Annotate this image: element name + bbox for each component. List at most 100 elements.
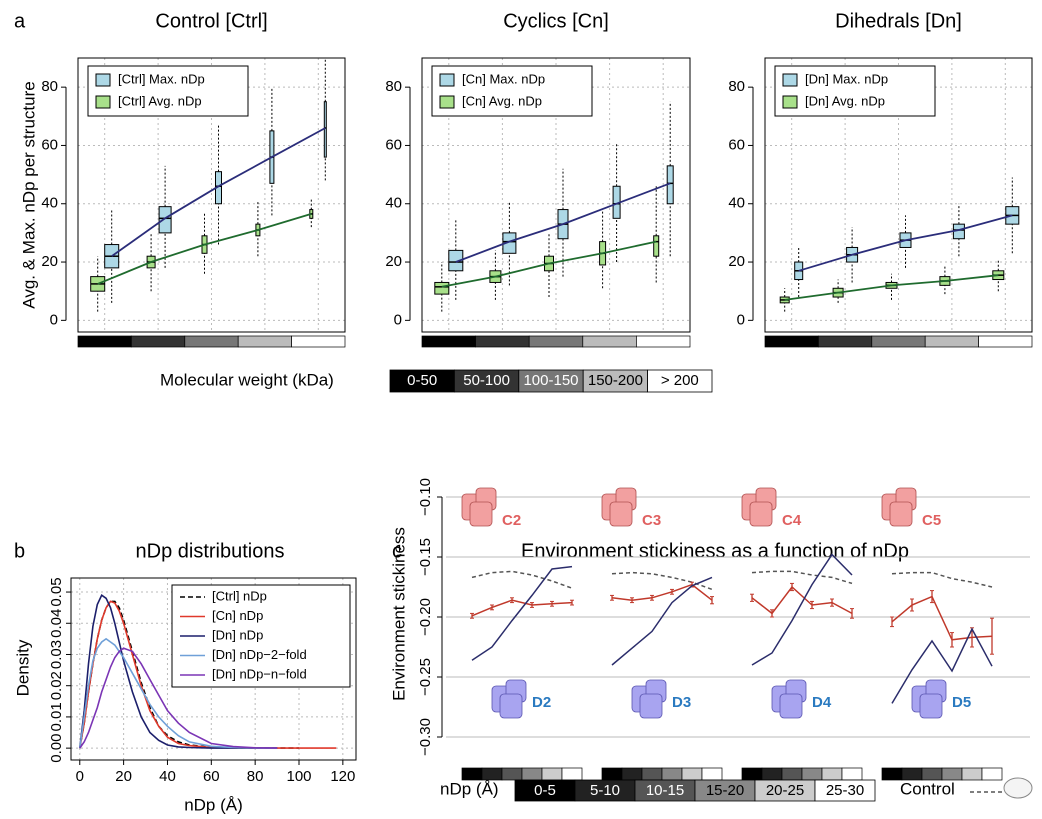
density-line bbox=[79, 647, 278, 749]
x-tick-label: 120 bbox=[330, 768, 355, 785]
ndp-bin-swatch bbox=[601, 767, 623, 781]
ndp-bin-swatch bbox=[981, 767, 1003, 781]
mw-bin-swatch bbox=[291, 335, 346, 348]
x-tick-label: 40 bbox=[159, 768, 176, 785]
chart-title: Environment stickiness as a function of … bbox=[521, 540, 909, 562]
symmetry-label: D5 bbox=[952, 694, 971, 711]
control-legend-label: Control bbox=[900, 779, 955, 798]
legend-box bbox=[431, 65, 593, 117]
legend-swatch bbox=[439, 95, 455, 109]
symmetry-label: C2 bbox=[502, 512, 521, 529]
ndp-bin-swatch bbox=[681, 767, 703, 781]
ndp-bin-swatch bbox=[461, 767, 483, 781]
ndp-bin-swatch bbox=[761, 767, 783, 781]
y-tick-label: 60 bbox=[728, 136, 745, 153]
legend-label: [Dn] nDp−2−fold bbox=[212, 647, 307, 662]
mw-legend-label: 100-150 bbox=[523, 372, 578, 389]
stickiness-line bbox=[751, 553, 853, 666]
density-line bbox=[79, 637, 278, 749]
legend-label: [Cn] nDp bbox=[212, 608, 263, 623]
x-tick-label: 0 bbox=[76, 768, 84, 785]
mw-bin-swatch bbox=[818, 335, 873, 348]
ndp-bin-swatch bbox=[701, 767, 723, 781]
y-tick-label: 0 bbox=[394, 311, 402, 328]
ndp-bin-swatch bbox=[941, 767, 963, 781]
mw-legend-label: 0-50 bbox=[407, 372, 437, 389]
y-tick-label: 80 bbox=[41, 78, 58, 95]
ndp-legend-swatch bbox=[814, 779, 876, 802]
ndp-legend-title: nDp (Å) bbox=[440, 779, 499, 798]
mw-bin-swatch bbox=[978, 335, 1033, 348]
protein-icon bbox=[609, 501, 633, 527]
ndp-bin-swatch bbox=[781, 767, 803, 781]
mw-bin-swatch bbox=[237, 335, 292, 348]
ndp-bin-swatch bbox=[921, 767, 943, 781]
symmetry-label: C3 bbox=[642, 512, 661, 529]
protein-icon bbox=[499, 693, 523, 719]
legend-label: [Dn] Avg. nDp bbox=[805, 93, 885, 108]
legend-swatch bbox=[95, 95, 111, 109]
ndp-bin-swatch bbox=[741, 767, 763, 781]
trend-line bbox=[455, 182, 671, 263]
legend-box bbox=[87, 65, 249, 117]
x-tick-label: 20 bbox=[115, 768, 132, 785]
ndp-bin-swatch bbox=[541, 767, 563, 781]
mw-bin-swatch bbox=[924, 335, 979, 348]
legend-swatch bbox=[95, 73, 111, 87]
mw-bin-swatch bbox=[528, 335, 584, 348]
ndp-bin-swatch bbox=[841, 767, 863, 781]
mw-bin-swatch bbox=[475, 335, 530, 348]
plot-frame bbox=[421, 57, 691, 333]
mw-bin-swatch bbox=[764, 335, 819, 348]
x-tick-label: 80 bbox=[247, 768, 264, 785]
ndp-bin-swatch bbox=[641, 767, 663, 781]
ndp-legend-label: 15-20 bbox=[706, 782, 744, 799]
trend-line bbox=[798, 214, 1013, 272]
chart-title: Control [Ctrl] bbox=[155, 10, 267, 32]
stickiness-line bbox=[891, 571, 993, 588]
mw-legend-label: 150-200 bbox=[588, 372, 643, 389]
trend-line bbox=[111, 127, 326, 257]
legend-label: [Dn] nDp−n−fold bbox=[212, 666, 307, 681]
symmetry-label: D4 bbox=[812, 694, 832, 711]
y-tick-label: −0.15 bbox=[417, 538, 434, 576]
ndp-legend-label: 25-30 bbox=[826, 782, 864, 799]
legend-swatch bbox=[782, 95, 798, 109]
mw-bin-swatch bbox=[636, 335, 691, 348]
density-line bbox=[79, 593, 278, 749]
control-icon bbox=[1003, 777, 1033, 799]
y-tick-label: 0 bbox=[50, 311, 58, 328]
ndp-bin-swatch bbox=[661, 767, 683, 781]
ndp-legend-label: 5-10 bbox=[590, 782, 620, 799]
y-tick-label: −0.25 bbox=[417, 658, 434, 696]
y-tick-label: 0 bbox=[737, 311, 745, 328]
x-axis-label: nDp (Å) bbox=[184, 795, 243, 814]
stickiness-line bbox=[751, 585, 853, 615]
legend-label: [Dn] Max. nDp bbox=[805, 71, 888, 86]
mw-legend-swatch bbox=[647, 369, 713, 393]
y-tick-label: 0.04 bbox=[48, 609, 65, 638]
stickiness-line bbox=[611, 576, 713, 666]
ndp-bin-swatch bbox=[821, 767, 843, 781]
y-tick-label: 20 bbox=[41, 253, 58, 270]
mw-bin-swatch bbox=[421, 335, 476, 348]
stickiness-line bbox=[891, 627, 993, 704]
legend-label: [Cn] Avg. nDp bbox=[462, 93, 542, 108]
protein-icon bbox=[779, 693, 803, 719]
y-tick-label: 20 bbox=[728, 253, 745, 270]
ndp-bin-swatch bbox=[501, 767, 523, 781]
legend-label: [Cn] Max. nDp bbox=[462, 71, 545, 86]
ndp-legend-label: 0-5 bbox=[534, 782, 556, 799]
legend-box bbox=[774, 65, 936, 117]
x-tick-label: 100 bbox=[286, 768, 311, 785]
y-tick-label: 0.00 bbox=[48, 734, 65, 763]
mw-bin-swatch bbox=[582, 335, 637, 348]
y-tick-label: 0.01 bbox=[48, 702, 65, 731]
ndp-legend-label: 20-25 bbox=[766, 782, 804, 799]
ndp-bin-swatch bbox=[481, 767, 503, 781]
y-tick-label: 0.05 bbox=[48, 577, 65, 606]
ndp-bin-swatch bbox=[901, 767, 923, 781]
y-axis-label: Environment stickiness bbox=[389, 527, 408, 701]
stickiness-line bbox=[751, 570, 853, 585]
plot-frame bbox=[764, 57, 1033, 333]
